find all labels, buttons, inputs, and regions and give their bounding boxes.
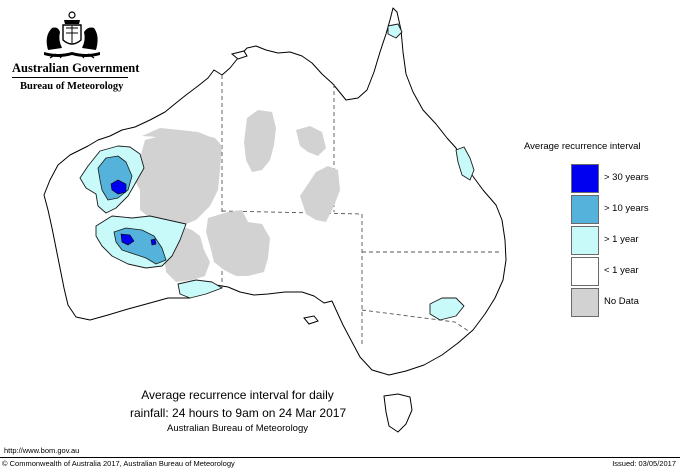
copyright-notice: © Commonwealth of Australia 2017, Austra… xyxy=(2,459,235,468)
legend-item-no-data[interactable]: No Data xyxy=(571,288,671,319)
issued-date: Issued: 03/05/2017 xyxy=(612,459,676,468)
map-frame xyxy=(0,457,680,458)
legend-label: > 1 year xyxy=(604,234,639,245)
legend-item-under-1-year[interactable]: < 1 year xyxy=(571,257,671,288)
header-divider xyxy=(12,77,128,78)
legend-label: > 10 years xyxy=(604,203,649,214)
kangaroo-island xyxy=(303,315,319,325)
over-30-years-regions[interactable] xyxy=(110,179,157,246)
legend-label: > 30 years xyxy=(604,172,649,183)
website-link[interactable]: http://www.bom.gov.au xyxy=(4,446,80,455)
legend-item-over-1-year[interactable]: > 1 year xyxy=(571,226,671,257)
legend-swatch xyxy=(571,288,599,317)
legend-swatch xyxy=(571,164,599,193)
legend-swatch xyxy=(571,257,599,286)
map-source: Australian Bureau of Meteorology xyxy=(167,423,308,434)
map-title-line-2: rainfall: 24 hours to 9am on 24 Mar 2017 xyxy=(130,406,347,420)
legend-item-over-30-years[interactable]: > 30 years xyxy=(571,164,671,195)
no-data-regions xyxy=(132,110,340,282)
legend-swatch xyxy=(571,226,599,255)
melville-island xyxy=(230,50,248,60)
map-title-line-1: Average recurrence interval for daily xyxy=(141,388,334,402)
coat-of-arms-icon xyxy=(44,11,100,59)
australia-map xyxy=(43,7,507,433)
legend-swatch xyxy=(571,195,599,224)
legend-title: Average recurrence interval xyxy=(524,141,641,152)
bureau-name: Bureau of Meteorology xyxy=(20,81,124,92)
tasmania-outline xyxy=(383,393,413,433)
government-name: Australian Government xyxy=(12,61,140,75)
legend-label: No Data xyxy=(604,296,639,307)
legend-item-over-10-years[interactable]: > 10 years xyxy=(571,195,671,226)
legend-label: < 1 year xyxy=(604,265,639,276)
